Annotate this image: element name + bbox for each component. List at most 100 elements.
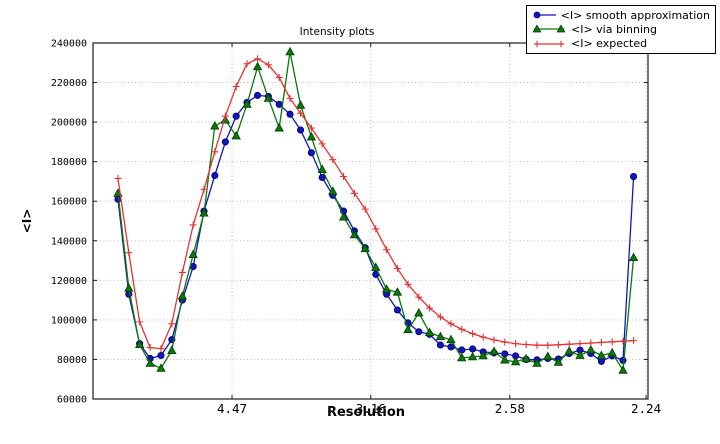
marker [458, 346, 466, 354]
marker [340, 173, 348, 180]
marker [478, 350, 488, 360]
marker [467, 351, 478, 361]
marker [232, 112, 240, 120]
y-axis-label: <I> [20, 208, 34, 234]
marker [414, 307, 424, 317]
marker [469, 345, 477, 353]
marker [211, 148, 219, 156]
marker [211, 171, 219, 180]
marker [586, 344, 596, 354]
series-triangle [113, 46, 639, 374]
marker [199, 208, 209, 217]
marker [114, 174, 122, 182]
marker [597, 338, 605, 346]
x-tick-label: 3.16 [356, 401, 386, 416]
legend-item-label: <I> via binning [571, 22, 657, 36]
marker [564, 346, 574, 355]
marker [521, 353, 531, 363]
y-tick-label: 60000 [57, 395, 87, 406]
y-tick-label: 160000 [51, 197, 87, 208]
marker [544, 341, 552, 349]
marker [596, 350, 607, 359]
marker [221, 112, 229, 120]
series-line [117, 58, 634, 350]
legend-item-label: <I> expected [571, 37, 648, 51]
marker [349, 229, 360, 239]
marker [415, 293, 423, 301]
marker [350, 189, 358, 197]
marker [381, 284, 392, 293]
marker [297, 109, 305, 117]
marker [447, 320, 455, 328]
marker [587, 339, 595, 347]
marker [254, 55, 262, 63]
marker [469, 330, 477, 338]
marker [426, 304, 434, 312]
x-tick-label: 2.24 [631, 401, 661, 416]
marker [543, 351, 553, 360]
marker [264, 61, 272, 69]
gridlines [93, 43, 648, 399]
marker [136, 318, 144, 326]
y-tick-labels: 60000 80000 100000 120000 140000 160000 180000… [51, 39, 87, 406]
marker [597, 357, 605, 365]
marker [436, 313, 444, 321]
marker [210, 121, 220, 130]
marker [608, 338, 616, 346]
marker [532, 358, 542, 367]
marker [619, 337, 627, 345]
marker [306, 131, 317, 141]
marker [424, 327, 435, 336]
marker [457, 352, 467, 362]
marker [188, 249, 198, 259]
marker [338, 212, 349, 221]
y-tick-label: 120000 [51, 276, 87, 287]
marker [501, 338, 509, 346]
marker [254, 91, 262, 99]
marker [200, 185, 208, 193]
marker [628, 252, 639, 261]
marker [318, 173, 326, 182]
marker [168, 320, 176, 328]
marker [134, 339, 145, 349]
marker [383, 246, 391, 254]
legend-item-label: <I> smooth approximation [560, 8, 710, 22]
marker [317, 164, 327, 173]
marker [307, 124, 315, 132]
marker [124, 283, 134, 292]
marker [403, 324, 413, 334]
legend-item: <I> smooth approximation [532, 8, 710, 22]
y-tick-label: 140000 [51, 236, 87, 247]
marker [372, 225, 380, 233]
legend-sample-plus-icon [533, 40, 565, 48]
marker [178, 268, 186, 276]
legend-marker [533, 40, 541, 48]
legend-marker [532, 24, 542, 33]
marker [328, 186, 338, 195]
marker [575, 350, 585, 359]
series-line [117, 51, 635, 371]
marker [490, 336, 498, 344]
legend-item: <I> expected [532, 37, 710, 51]
y-tick-label: 220000 [51, 78, 87, 89]
marker [307, 149, 315, 157]
marker [446, 334, 456, 344]
marker [275, 74, 283, 82]
marker [252, 61, 263, 71]
marker [436, 341, 444, 349]
marker [177, 291, 188, 300]
marker [371, 262, 381, 271]
marker [286, 94, 294, 102]
x-tick-labels: 4.47 3.16 2.58 2.24 [217, 401, 661, 416]
chart-title: Intensity plots [299, 26, 375, 38]
marker [500, 355, 510, 364]
marker [619, 356, 627, 364]
marker [447, 343, 455, 351]
marker [630, 337, 638, 345]
legend-marker [533, 11, 541, 19]
y-tick-label: 100000 [51, 315, 87, 326]
marker [243, 60, 251, 68]
legend-sample-circle-icon [533, 11, 556, 19]
marker [146, 344, 154, 352]
